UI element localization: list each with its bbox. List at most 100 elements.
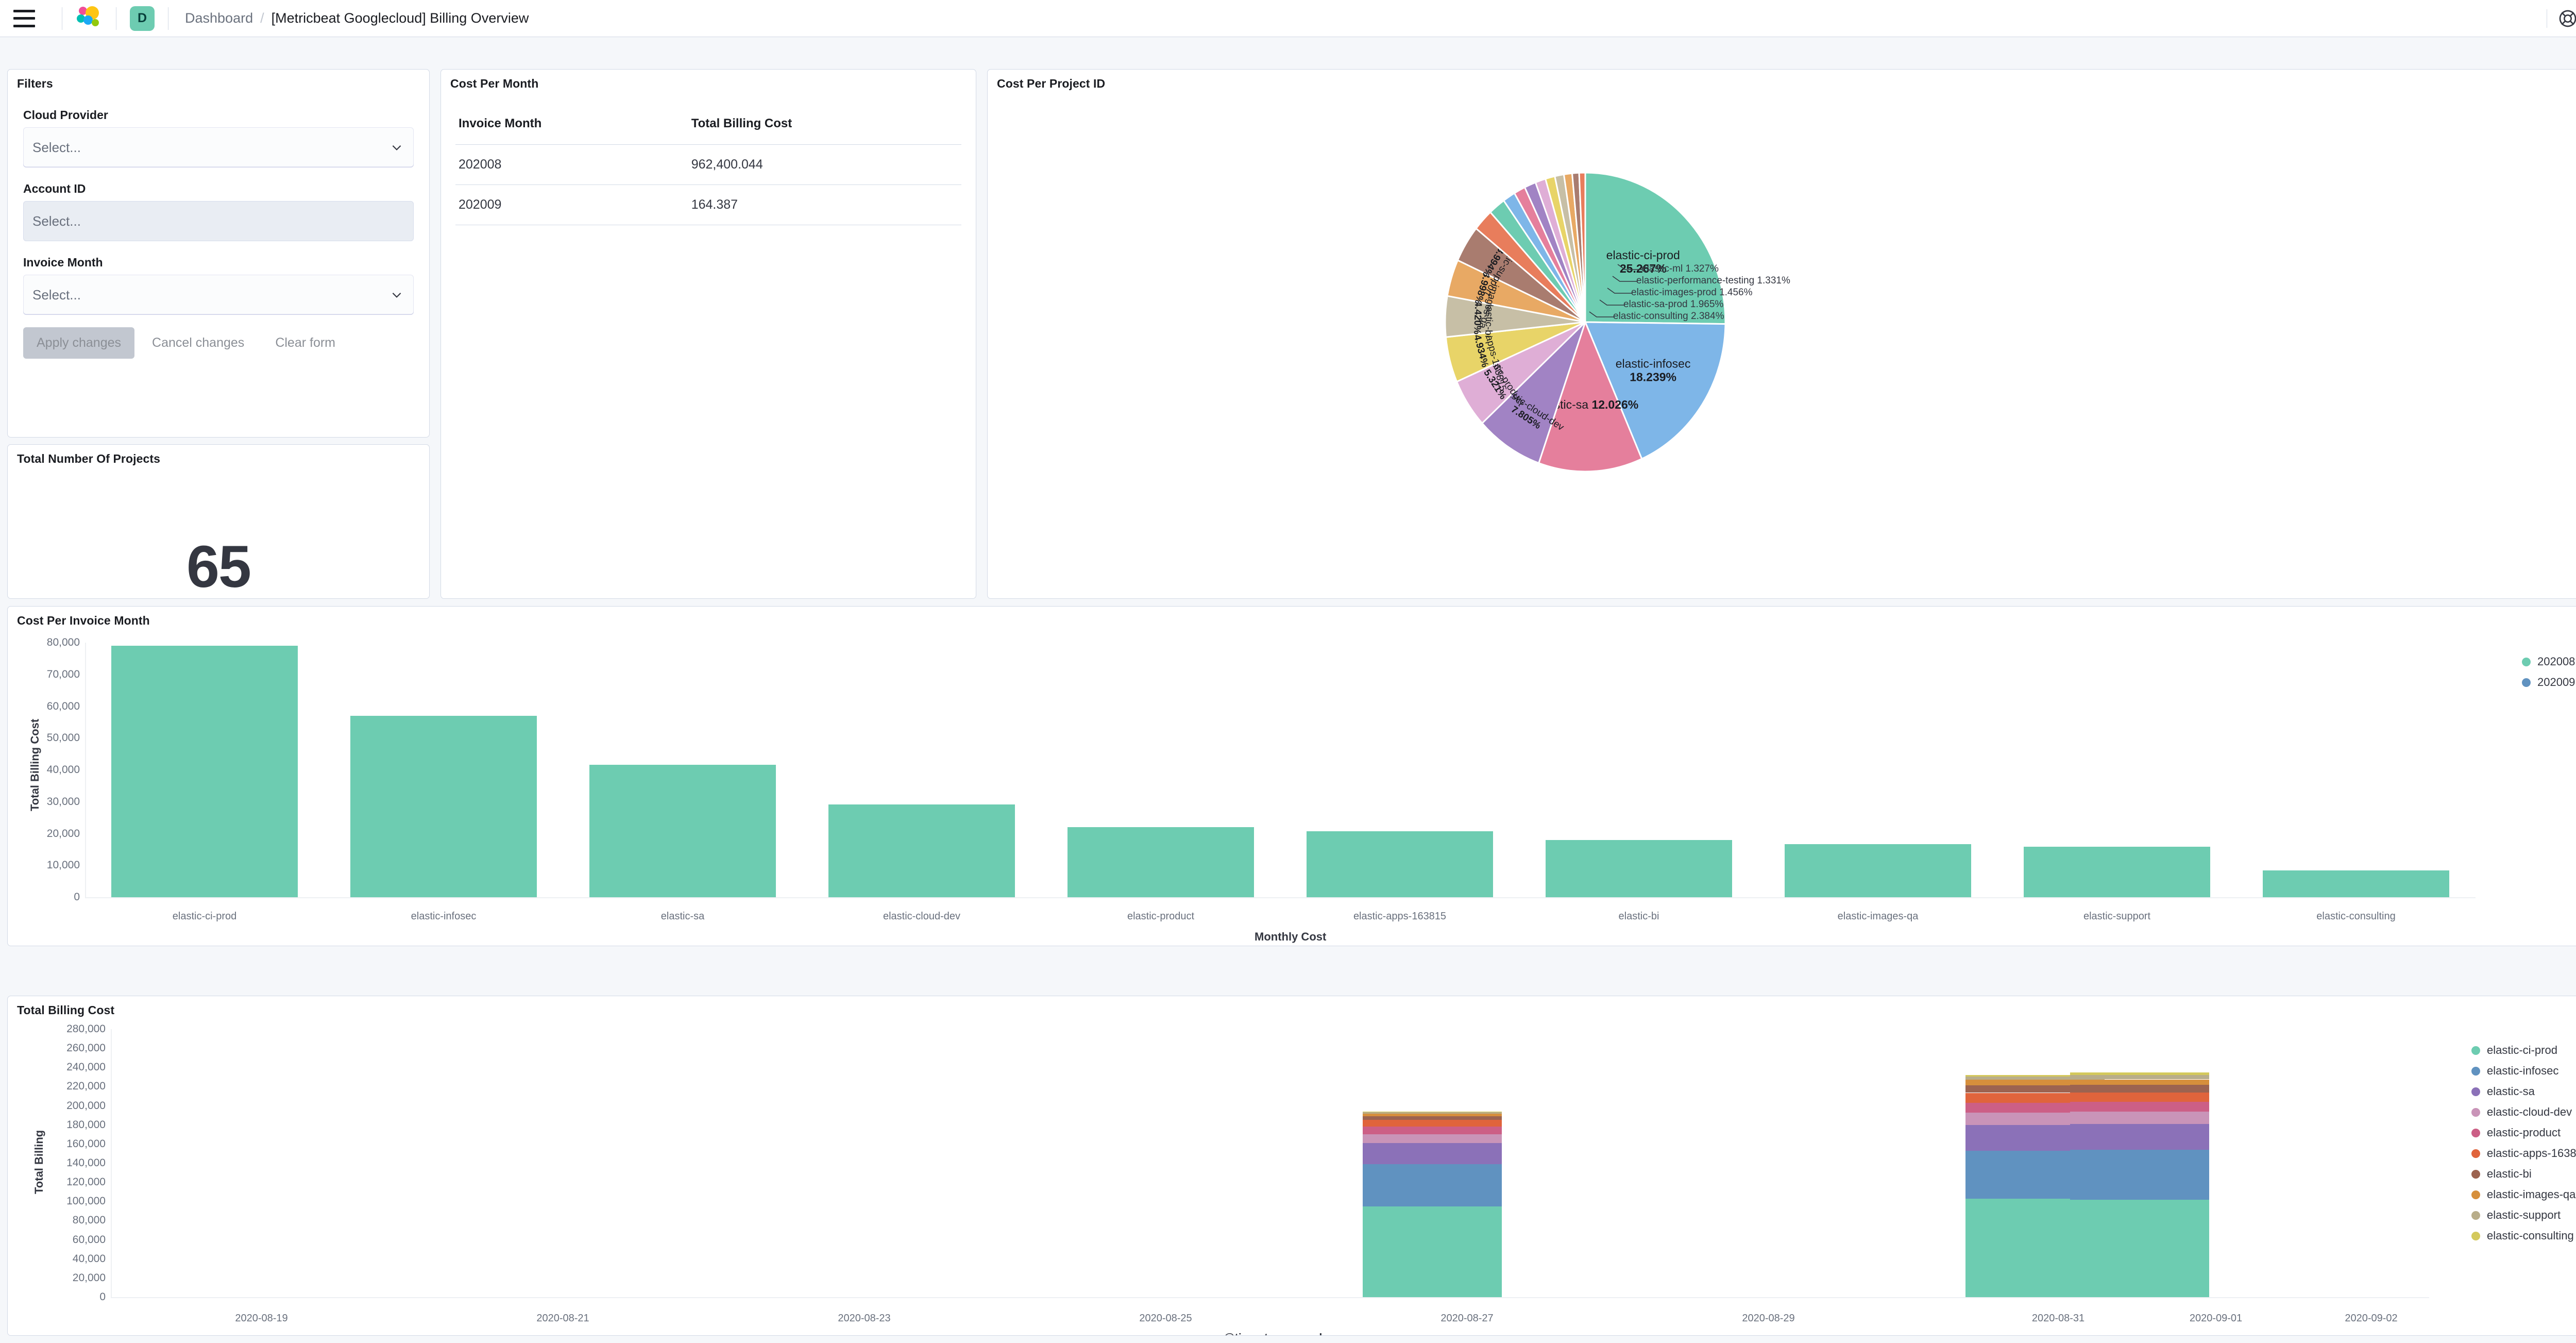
stacked-bar-segment[interactable] xyxy=(2070,1102,2209,1112)
y-axis-tick: 10,000 xyxy=(46,859,80,871)
bar[interactable] xyxy=(1546,840,1732,897)
elastic-logo-icon[interactable] xyxy=(76,5,103,32)
legend-item[interactable]: elastic-support xyxy=(2471,1208,2576,1222)
legend-item[interactable]: 202008 xyxy=(2522,655,2575,668)
stacked-bar-segment[interactable] xyxy=(1363,1134,1502,1143)
total-projects-value: 65 xyxy=(187,534,251,599)
breadcrumb-dashboard[interactable]: Dashboard xyxy=(185,10,253,26)
pie-callout-label: elastic-sa-prod 1.965% xyxy=(1623,299,1723,310)
legend-item[interactable]: 202009 xyxy=(2522,676,2575,689)
x-axis-tick: elastic-apps-163815 xyxy=(1353,911,1447,922)
legend-item[interactable]: elastic-ci-prod xyxy=(2471,1044,2576,1057)
y-axis-tick: 40,000 xyxy=(46,764,80,776)
invoice-month-select[interactable]: Select... xyxy=(23,275,414,315)
legend-color-dot xyxy=(2471,1231,2480,1240)
stacked-bar-segment[interactable] xyxy=(1363,1116,1502,1120)
legend-color-dot xyxy=(2471,1211,2480,1220)
stacked-bar-segment[interactable] xyxy=(2070,1123,2209,1150)
panel-cost-per-project: Cost Per Project ID elastic-ci-prod 25.26… xyxy=(987,69,2576,599)
hamburger-menu-icon[interactable] xyxy=(13,9,35,27)
pie-slice[interactable] xyxy=(1584,172,1726,325)
legend-label: elastic-ci-prod xyxy=(2487,1044,2557,1056)
legend-item[interactable]: elastic-sa xyxy=(2471,1085,2576,1098)
stacked-bar-segment[interactable] xyxy=(2070,1072,2209,1076)
bar[interactable] xyxy=(111,646,298,897)
col-invoice-month[interactable]: Invoice Month xyxy=(459,116,542,130)
col-total-billing-cost[interactable]: Total Billing Cost xyxy=(691,116,792,130)
legend-item[interactable]: elastic-infosec xyxy=(2471,1064,2576,1078)
pie-callout-label: elastic-consulting 2.384% xyxy=(1613,311,1724,322)
legend-item[interactable]: elastic-apps-163815 xyxy=(2471,1147,2576,1160)
stacked-bar-segment[interactable] xyxy=(1363,1206,1502,1297)
y-axis-tick: 220,000 xyxy=(66,1080,106,1093)
legend-item[interactable]: elastic-images-qa xyxy=(2471,1188,2576,1201)
cell-total-billing-cost: 164.387 xyxy=(688,184,961,225)
legend-item[interactable]: elastic-consulting xyxy=(2471,1229,2576,1243)
stacked-bar-segment[interactable] xyxy=(2070,1084,2209,1093)
legend-label: elastic-product xyxy=(2487,1126,2561,1139)
legend-item[interactable]: elastic-bi xyxy=(2471,1167,2576,1181)
x-axis-title: Monthly Cost xyxy=(1255,930,1327,943)
table-row[interactable]: 202008 962,400.044 xyxy=(455,144,961,185)
stacked-bar-segment[interactable] xyxy=(1363,1127,1502,1135)
y-axis-line xyxy=(111,1029,112,1297)
panel-filters: Filters Cloud Provider Select... Account… xyxy=(7,69,430,438)
bar[interactable] xyxy=(828,804,1015,897)
y-axis-tick: 60,000 xyxy=(72,1233,106,1246)
stacked-bar-segment[interactable] xyxy=(2070,1111,2209,1124)
y-axis-tick: 50,000 xyxy=(46,732,80,744)
bar[interactable] xyxy=(2263,870,2449,897)
stacked-bar-segment[interactable] xyxy=(1363,1113,1502,1116)
bar-chart-invoice-month[interactable]: Total Billing Cost 80,000 70,000 60,000 50,0… xyxy=(8,629,2576,946)
y-axis-line xyxy=(85,643,86,897)
global-header: D Dashboard / [Metricbeat Googlecloud] B… xyxy=(0,0,2576,37)
cancel-changes-button[interactable]: Cancel changes xyxy=(139,327,258,359)
stacked-bar-segment[interactable] xyxy=(2070,1075,2209,1080)
account-id-select[interactable]: Select... xyxy=(23,201,414,241)
pie-callout-leader xyxy=(1617,264,1642,270)
stacked-bar-segment[interactable] xyxy=(1363,1143,1502,1164)
clear-form-button[interactable]: Clear form xyxy=(262,327,349,359)
deployment-badge[interactable]: D xyxy=(130,6,155,31)
stacked-bar-segment[interactable] xyxy=(1965,1075,2105,1077)
bar[interactable] xyxy=(1307,831,1493,897)
stacked-bar-segment[interactable] xyxy=(2070,1079,2209,1085)
stacked-bar-segment[interactable] xyxy=(1363,1112,1502,1114)
x-axis-title: @timestamp per day xyxy=(1224,1331,1335,1335)
pie-slice[interactable] xyxy=(1537,320,1643,473)
y-axis-tick: 240,000 xyxy=(66,1061,106,1073)
legend-label: elastic-images-qa xyxy=(2487,1188,2576,1201)
stacked-bar-segment[interactable] xyxy=(1965,1080,2105,1085)
cloud-provider-value: Select... xyxy=(32,139,81,155)
stacked-bar-segment[interactable] xyxy=(2070,1092,2209,1102)
stacked-bar-segment[interactable] xyxy=(1363,1120,1502,1127)
x-axis-tick: 2020-08-29 xyxy=(1742,1313,1795,1324)
stacked-bar-segment[interactable] xyxy=(1965,1076,2105,1080)
bar[interactable] xyxy=(2024,847,2210,897)
pie-slice[interactable] xyxy=(1584,321,1726,460)
stacked-bar-segment[interactable] xyxy=(1363,1164,1502,1206)
invoice-month-value: Select... xyxy=(32,287,81,303)
breadcrumb: Dashboard / [Metricbeat Googlecloud] Bil… xyxy=(185,10,529,26)
pie-slice[interactable] xyxy=(1578,172,1586,323)
stacked-bar-segment[interactable] xyxy=(2070,1199,2209,1297)
legend-item[interactable]: elastic-cloud-dev xyxy=(2471,1105,2576,1119)
apply-changes-button[interactable]: Apply changes xyxy=(23,327,135,359)
legend-color-dot xyxy=(2471,1169,2480,1179)
pie-slice[interactable] xyxy=(1481,321,1586,464)
bar[interactable] xyxy=(1785,844,1971,897)
stacked-bar-segment[interactable] xyxy=(1363,1111,1502,1113)
stacked-bar-chart-total-billing[interactable]: Total Billing 280,000 260,000 240,000 220,00… xyxy=(8,1019,2576,1335)
cloud-provider-select[interactable]: Select... xyxy=(23,127,414,167)
pie-chart[interactable]: elastic-ci-prod 25.267% elastic-infosec 18.… xyxy=(988,85,2576,598)
bar[interactable] xyxy=(589,765,776,897)
bar[interactable] xyxy=(1067,827,1254,897)
bar[interactable] xyxy=(350,716,537,897)
table-row[interactable]: 202009 164.387 xyxy=(455,184,961,225)
legend-item[interactable]: elastic-product xyxy=(2471,1126,2576,1139)
lifebuoy-icon[interactable] xyxy=(2557,8,2576,29)
stacked-bar-segment[interactable] xyxy=(2070,1150,2209,1200)
label-cloud-provider: Cloud Provider xyxy=(23,108,108,122)
cost-per-month-table: Invoice Month Total Billing Cost 202008 9… xyxy=(455,111,961,225)
y-axis-tick: 180,000 xyxy=(66,1118,106,1131)
